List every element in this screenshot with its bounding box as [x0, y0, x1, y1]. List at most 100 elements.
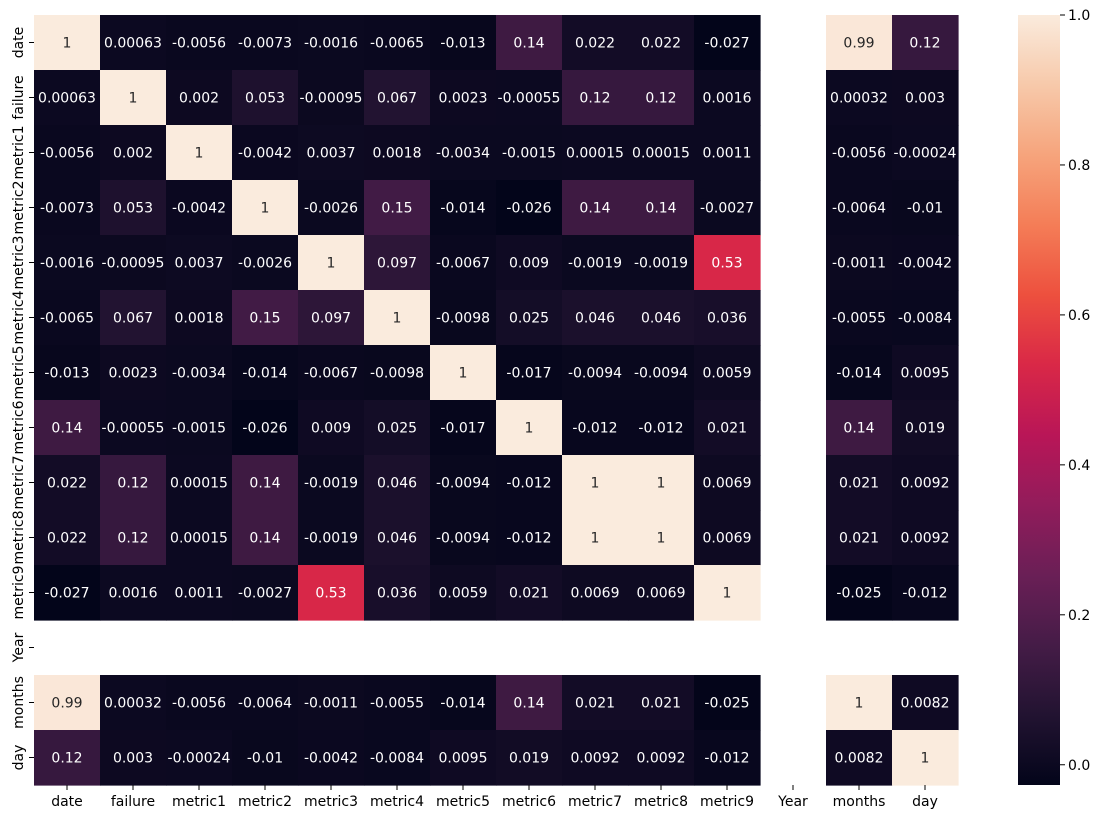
heatmap-cell	[166, 235, 233, 291]
cell-annotation: -0.0094	[436, 476, 490, 492]
x-tick-label: metric9	[700, 794, 754, 810]
heatmap-cell	[628, 510, 695, 566]
heatmap-cell	[364, 730, 431, 786]
heatmap-cell	[628, 70, 695, 126]
x-tick-label: Year	[777, 794, 808, 810]
cell-annotation: 0.046	[377, 531, 417, 547]
cell-annotation: 1	[657, 476, 666, 492]
x-tick-label: failure	[111, 794, 155, 810]
cell-annotation: 0.00063	[38, 91, 96, 107]
cell-annotation: 1	[261, 201, 270, 217]
heatmap-cell	[34, 235, 101, 291]
heatmap-cell	[826, 730, 893, 786]
y-tick-label: failure	[11, 75, 27, 119]
cell-annotation: -0.0042	[304, 751, 358, 767]
cell-annotation: -0.0094	[436, 531, 490, 547]
cell-annotation: 0.025	[377, 421, 417, 437]
heatmap-cell	[562, 125, 629, 181]
heatmap-cell	[628, 15, 695, 71]
cell-annotation: 0.025	[509, 311, 549, 327]
cell-annotation: -0.0016	[40, 256, 94, 272]
colorbar-tick-label: 0.6	[1068, 308, 1090, 324]
cell-annotation: -0.0098	[436, 311, 490, 327]
cell-annotation: -0.017	[506, 366, 551, 382]
heatmap-cell	[430, 235, 497, 291]
heatmap-cell	[628, 290, 695, 346]
heatmap-cell	[232, 70, 299, 126]
heatmap-cell	[298, 455, 365, 511]
colorbar-tick-label: 1.0	[1068, 8, 1090, 24]
heatmap-cell	[364, 125, 431, 181]
x-tick-label: metric8	[634, 794, 688, 810]
cell-annotation: -0.012	[506, 531, 551, 547]
cell-annotation: -0.00024	[168, 751, 231, 767]
heatmap-cell	[628, 565, 695, 621]
cell-annotation: -0.0098	[370, 366, 424, 382]
cell-annotation: 0.0059	[703, 366, 752, 382]
cell-annotation: -0.012	[506, 476, 551, 492]
heatmap-cell	[364, 510, 431, 566]
heatmap-cell	[364, 675, 431, 731]
colorbar-tick-label: 0.2	[1068, 608, 1090, 624]
cell-annotation: 0.097	[311, 311, 351, 327]
cell-annotation: -0.0011	[304, 696, 358, 712]
cell-annotation: 0.003	[113, 751, 153, 767]
cell-annotation: 0.0082	[901, 696, 950, 712]
heatmap-cell	[298, 290, 365, 346]
cell-annotation: -0.0056	[172, 696, 226, 712]
heatmap-cell	[496, 400, 563, 456]
cell-annotation: 0.00015	[632, 146, 690, 162]
cell-annotation: -0.0015	[502, 146, 556, 162]
heatmap-cell	[826, 15, 893, 71]
cell-annotation: -0.012	[572, 421, 617, 437]
cell-annotation: 0.12	[645, 91, 676, 107]
cell-annotation: 0.12	[579, 91, 610, 107]
heatmap-cell	[496, 730, 563, 786]
heatmap-cell	[892, 455, 959, 511]
cell-annotation: 0.00015	[566, 146, 624, 162]
cell-annotation: 0.022	[47, 531, 87, 547]
cell-annotation: 0.053	[113, 201, 153, 217]
heatmap-cell	[430, 180, 497, 236]
heatmap-cell	[628, 180, 695, 236]
cell-annotation: 0.002	[113, 146, 153, 162]
cell-annotation: -0.0065	[370, 36, 424, 52]
heatmap-cell	[100, 400, 167, 456]
x-tick-label: metric7	[568, 794, 622, 810]
cell-annotation: 0.046	[575, 311, 615, 327]
cell-annotation: -0.0067	[436, 256, 490, 272]
cell-annotation: 0.009	[509, 256, 549, 272]
heatmap-cell	[100, 345, 167, 401]
cell-annotation: -0.0073	[238, 36, 292, 52]
x-tick-label: metric3	[304, 794, 358, 810]
heatmap-cell	[496, 345, 563, 401]
heatmap-cell	[34, 70, 101, 126]
cell-annotation: 0.036	[377, 586, 417, 602]
y-tick-label: metric5	[11, 346, 27, 400]
heatmap-cell	[34, 400, 101, 456]
heatmap-cell	[892, 290, 959, 346]
heatmap-cell	[166, 730, 233, 786]
cell-annotation: 0.14	[249, 531, 280, 547]
cell-annotation: -0.014	[440, 201, 485, 217]
cell-annotation: 1	[525, 421, 534, 437]
heatmap-cell	[298, 235, 365, 291]
y-tick-label: months	[11, 676, 27, 729]
heatmap-cell	[892, 400, 959, 456]
cell-annotation: -0.013	[440, 36, 485, 52]
heatmap-cell	[694, 675, 761, 731]
y-tick-label: metric4	[11, 290, 27, 344]
cell-annotation: -0.0034	[172, 366, 226, 382]
cell-annotation: -0.0094	[568, 366, 622, 382]
cell-annotation: -0.0084	[898, 311, 952, 327]
heatmap-cell	[232, 235, 299, 291]
x-tick-label: day	[912, 794, 938, 810]
cell-annotation: -0.026	[242, 421, 287, 437]
cell-annotation: 1	[129, 91, 138, 107]
x-tick-label: metric4	[370, 794, 424, 810]
heatmap-cell	[694, 15, 761, 71]
heatmap-cell	[166, 15, 233, 71]
x-tick-label: months	[833, 794, 886, 810]
heatmap-cell	[100, 235, 167, 291]
heatmap-cell	[100, 125, 167, 181]
